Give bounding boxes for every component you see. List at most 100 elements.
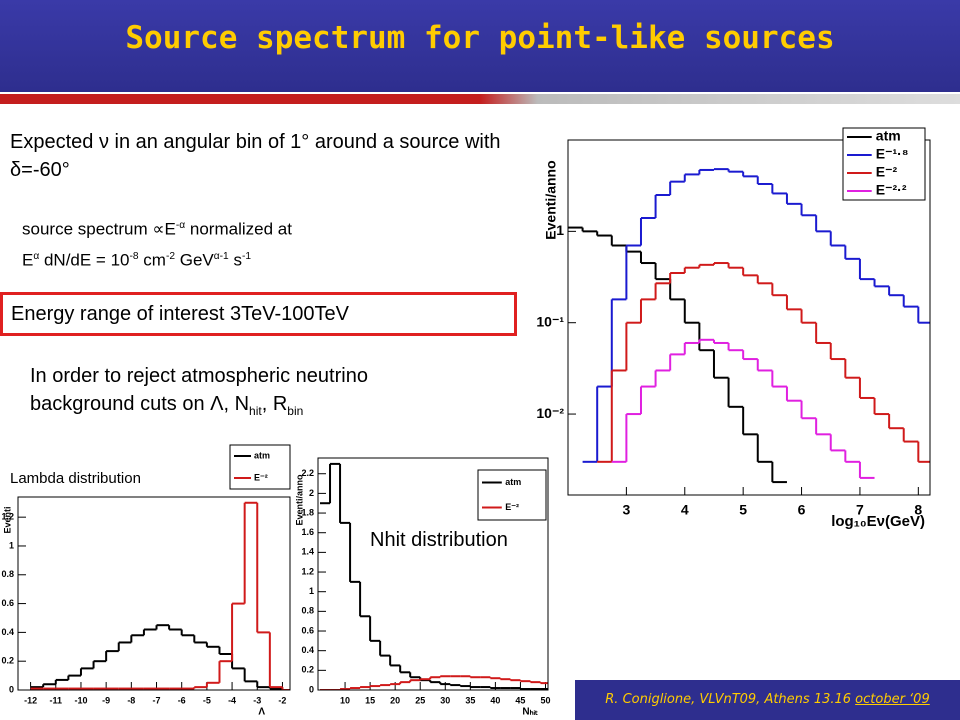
x-tick-label: 25 xyxy=(415,695,425,705)
legend-box xyxy=(477,469,547,521)
spectrum-text: source spectrum ∝E-α normalized at Eα dN… xyxy=(22,212,442,273)
text: hit xyxy=(249,404,262,418)
y-tick-label: 0.4 xyxy=(1,627,14,637)
y-tick-label: 0 xyxy=(309,684,314,694)
header-band xyxy=(0,0,960,92)
y-tick-label: 1 xyxy=(309,586,314,596)
lambda-caption: Lambda distribution xyxy=(10,470,141,487)
y-tick-label: 0.6 xyxy=(301,625,314,635)
text: , R xyxy=(261,393,288,415)
legend-label: E⁻² xyxy=(254,472,268,482)
expected-text: Expected ν in an angular bin of 1° aroun… xyxy=(10,131,501,181)
y-tick-label: 2 xyxy=(309,488,314,498)
y-tick-label: 10⁻² xyxy=(536,405,564,421)
x-tick-label: 50 xyxy=(540,695,550,705)
y-axis-label: Eventi/anno xyxy=(543,160,559,239)
series-group xyxy=(320,462,548,690)
citation: R. Coniglione, VLVnT09, Athens 13.16 xyxy=(605,692,856,707)
x-tick-label: -6 xyxy=(178,695,186,705)
y-tick-label: 1.2 xyxy=(301,566,314,576)
y-tick-label: 1.4 xyxy=(301,547,314,557)
header-stripe xyxy=(0,94,960,104)
legend-label: atm xyxy=(254,450,270,460)
x-axis-label: log₁₀Eν(GeV) xyxy=(831,513,925,530)
nhit-caption: Nhit distribution xyxy=(370,529,508,551)
y-tick-label: 2.2 xyxy=(301,468,314,478)
y-tick-label: 0.8 xyxy=(301,606,314,616)
y-tick-label: 0.2 xyxy=(301,665,314,675)
x-tick-label: 15 xyxy=(365,695,375,705)
series-group xyxy=(30,501,290,690)
plot-border xyxy=(567,139,931,496)
text: E xyxy=(22,250,34,270)
x-tick-label: 5 xyxy=(739,502,747,518)
x-tick-label: -2 xyxy=(278,695,286,705)
y-tick-label: 0.4 xyxy=(301,645,314,655)
x-tick-label: 8 xyxy=(914,502,922,518)
y-tick-label: 1.2 xyxy=(1,512,14,522)
footer: R. Coniglione, VLVnT09, Athens 13.16 oct… xyxy=(575,680,960,720)
x-axis-label: Nₕᵢₜ xyxy=(522,707,538,718)
plot-frame xyxy=(17,496,291,691)
text: bin xyxy=(287,404,304,418)
x-tick-label: 3 xyxy=(622,502,630,518)
x-tick-label: -12 xyxy=(24,695,37,705)
x-tick-label: -10 xyxy=(74,695,87,705)
x-tick-label: -11 xyxy=(50,695,63,705)
text: s xyxy=(228,250,242,270)
y-tick-label: 1 xyxy=(9,540,14,550)
text: GeV xyxy=(175,250,214,270)
x-tick-label: -9 xyxy=(102,695,110,705)
date: october ‘09 xyxy=(855,692,930,707)
y-tick-label: 0.6 xyxy=(1,598,14,608)
legend-label: atm xyxy=(876,128,901,144)
y-tick-label: 10⁻¹ xyxy=(536,313,564,329)
legend-label: E⁻² xyxy=(876,164,898,180)
x-tick-label: -5 xyxy=(203,695,211,705)
x-tick-label: 10 xyxy=(340,695,350,705)
legend-label: E⁻¹·⁸ xyxy=(876,146,909,162)
y-tick-label: 0.8 xyxy=(1,569,14,579)
legend-label: E⁻²·² xyxy=(876,182,907,198)
x-tick-label: -7 xyxy=(153,695,161,705)
text: cm xyxy=(138,250,166,270)
text: -α xyxy=(175,220,186,231)
text: α xyxy=(33,250,40,262)
x-axis-label: Λ xyxy=(258,707,265,718)
x-tick-label: 7 xyxy=(856,502,864,518)
plot-border xyxy=(317,457,549,691)
y-axis-label: Eventi/anno xyxy=(294,474,304,526)
x-tick-label: 45 xyxy=(515,695,525,705)
energy-range-box: Energy range of interest 3TeV-100TeV xyxy=(0,292,517,336)
x-tick-label: -3 xyxy=(253,695,261,705)
x-tick-label: 20 xyxy=(390,695,400,705)
y-tick-label: 0.2 xyxy=(1,656,14,666)
legend-box xyxy=(229,444,291,490)
x-tick-label: 4 xyxy=(681,502,689,518)
x-tick-label: -8 xyxy=(127,695,135,705)
text: In order to reject atmospheric neutrino … xyxy=(30,365,368,415)
y-tick-label: 1.8 xyxy=(301,507,314,517)
legend-label: E⁻² xyxy=(505,502,519,512)
text: -8 xyxy=(129,250,139,262)
series-group xyxy=(568,168,930,484)
text: -1 xyxy=(241,250,252,262)
text: source spectrum ∝E xyxy=(22,219,176,239)
legend-box xyxy=(842,127,926,201)
y-axis-label: Eventi xyxy=(2,506,12,533)
x-tick-label: -4 xyxy=(228,695,236,705)
y-tick-label: 1.6 xyxy=(301,527,314,537)
x-tick-label: 6 xyxy=(798,502,806,518)
text: normalized at xyxy=(185,219,292,239)
x-tick-label: 40 xyxy=(490,695,500,705)
text: α-1 xyxy=(213,250,229,262)
text: -2 xyxy=(165,250,176,262)
text: dN/dE = 10 xyxy=(39,250,130,270)
y-tick-label: 1 xyxy=(556,222,564,238)
plot-border xyxy=(17,496,291,691)
slide-title: Source spectrum for point-like sources xyxy=(125,20,835,56)
cuts-text: In order to reject atmospheric neutrino … xyxy=(30,362,430,425)
legend-label: atm xyxy=(505,477,521,487)
